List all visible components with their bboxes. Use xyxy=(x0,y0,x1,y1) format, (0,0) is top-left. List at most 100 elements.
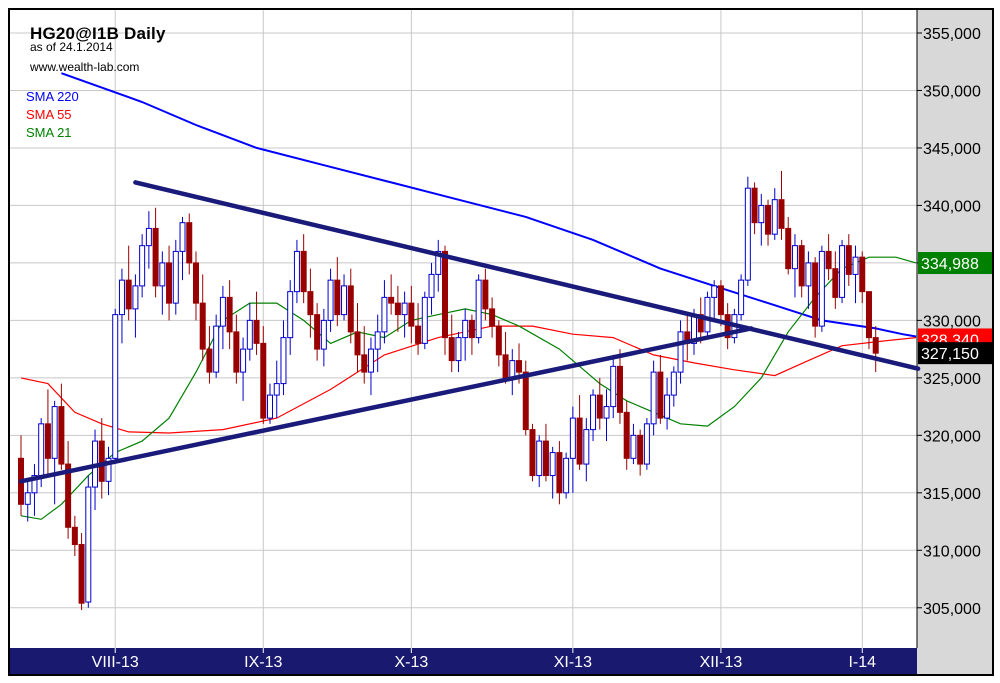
candle xyxy=(280,320,287,396)
candle-body xyxy=(226,296,233,333)
trendline xyxy=(18,326,754,484)
candle-body xyxy=(569,417,576,459)
candle xyxy=(825,234,832,281)
candle xyxy=(475,274,482,344)
candle xyxy=(758,193,765,246)
legend-sma-55: SMA 55 xyxy=(26,107,72,122)
candle xyxy=(818,245,825,332)
candle xyxy=(657,354,664,424)
value-tag-label: 327,150 xyxy=(921,346,979,363)
chart-frame: 305,000 310,000 315,000 320,000 325,000 330,0… xyxy=(8,8,994,676)
candle xyxy=(616,349,623,424)
y-tick-label: 310,000 xyxy=(923,543,981,560)
y-tick-label: 305,000 xyxy=(923,601,981,618)
candle xyxy=(569,406,576,493)
candle xyxy=(812,257,819,338)
sma-220-line xyxy=(61,72,917,338)
candle xyxy=(293,239,300,304)
candle-body xyxy=(778,199,785,229)
candle-body xyxy=(852,256,859,275)
candle xyxy=(549,446,556,499)
candle xyxy=(246,303,253,361)
candle xyxy=(717,280,724,327)
candle-body xyxy=(51,406,58,459)
candle-body xyxy=(818,250,825,327)
candle-body xyxy=(758,204,765,224)
candle-body xyxy=(791,245,798,270)
candle-body xyxy=(280,337,287,385)
y-tick-label: 355,000 xyxy=(923,26,981,43)
candle-body xyxy=(334,279,341,316)
candle-body xyxy=(522,371,529,431)
candle-body xyxy=(771,199,778,235)
candle-body xyxy=(630,434,637,459)
y-tick-label: 320,000 xyxy=(923,428,981,445)
candle xyxy=(751,182,758,235)
candle xyxy=(556,441,563,505)
candle xyxy=(576,395,583,470)
candle xyxy=(509,349,516,396)
candle-body xyxy=(199,302,206,350)
candle xyxy=(78,533,85,611)
candle xyxy=(273,360,280,419)
candle-body xyxy=(145,227,152,247)
candle-body xyxy=(650,371,657,425)
candle xyxy=(482,268,489,321)
candle-body xyxy=(482,279,489,310)
candle xyxy=(334,257,341,327)
candle-body xyxy=(273,383,280,396)
x-axis-bar: VIII-13 IX-13 X-13 XI-13 XII-13 I-14 xyxy=(10,648,917,674)
candle xyxy=(435,239,442,292)
candle-body xyxy=(751,187,758,224)
candle xyxy=(226,280,233,350)
candle xyxy=(637,429,644,476)
chart-title: HG20@I1B Daily xyxy=(30,24,166,43)
candle xyxy=(118,268,125,344)
candle xyxy=(798,239,805,298)
candle-body xyxy=(489,308,496,327)
candle xyxy=(139,234,146,298)
candle-body xyxy=(300,250,307,293)
candle xyxy=(590,389,597,442)
candle xyxy=(240,337,247,401)
candle xyxy=(354,303,361,373)
candle xyxy=(872,326,879,373)
candle xyxy=(85,475,92,608)
candle-body xyxy=(859,256,866,293)
candle xyxy=(583,418,590,482)
candle xyxy=(186,213,193,275)
candle xyxy=(65,441,72,539)
trendlines xyxy=(18,180,921,484)
candle-body xyxy=(78,544,85,604)
candle-body xyxy=(421,296,428,344)
candle xyxy=(859,251,866,304)
candle-body xyxy=(677,331,684,373)
candle xyxy=(253,291,260,355)
candle xyxy=(778,170,785,240)
y-tick-label: 350,000 xyxy=(923,83,981,100)
candle-body xyxy=(812,262,819,327)
candle-body xyxy=(542,440,549,477)
sma-21-line xyxy=(20,256,917,520)
candle xyxy=(684,314,691,361)
candle xyxy=(267,383,274,424)
candle-body xyxy=(172,250,179,304)
candle-body xyxy=(455,337,462,362)
candle-body xyxy=(98,440,105,482)
candle xyxy=(865,291,872,350)
candle-body xyxy=(529,429,536,477)
candle-body xyxy=(825,250,832,270)
candle xyxy=(51,400,58,505)
candle xyxy=(771,188,778,240)
candle-body xyxy=(139,245,146,287)
candle-body xyxy=(367,348,374,373)
candle xyxy=(441,245,448,355)
candle-body xyxy=(267,394,274,419)
candle xyxy=(542,423,549,482)
candle-body xyxy=(502,354,509,379)
candle xyxy=(455,331,462,373)
candle-body xyxy=(71,526,78,546)
candle-body xyxy=(462,319,469,339)
y-tick-label: 315,000 xyxy=(923,486,981,503)
